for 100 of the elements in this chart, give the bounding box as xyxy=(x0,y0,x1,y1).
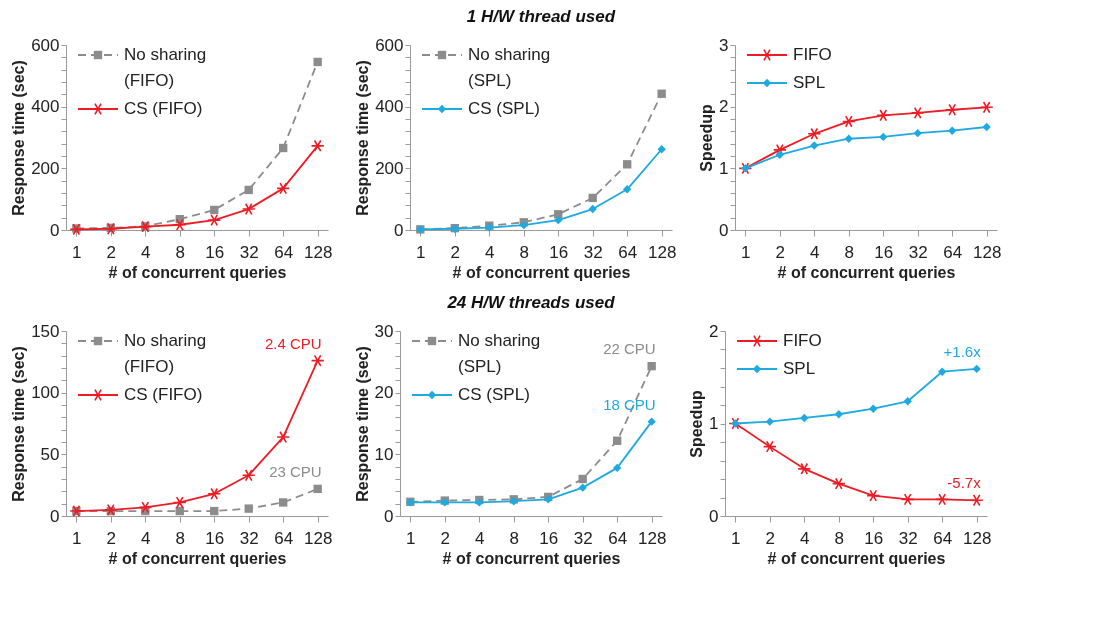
x-axis-title: # of concurrent queries xyxy=(777,263,956,281)
x-tick-label: 16 xyxy=(205,242,225,262)
legend-label: CS (SPL) xyxy=(458,385,530,404)
x-tick-label: 4 xyxy=(485,242,495,262)
legend-label: No sharing (FIFO) xyxy=(124,331,207,376)
y-tick-label: 1 xyxy=(719,158,729,178)
x-tick-label: 1 xyxy=(416,242,426,262)
y-tick-label: 150 xyxy=(31,321,60,341)
x-tick-label: 32 xyxy=(583,242,603,262)
y-tick-label: 0 xyxy=(719,220,729,240)
y-axis-title: Speedup xyxy=(698,103,716,172)
x-tick-label: 128 xyxy=(303,528,333,548)
x-tick-label: 2 xyxy=(775,242,786,262)
y-tick-label: 400 xyxy=(375,97,404,117)
x-tick-label: 64 xyxy=(943,242,963,262)
x-tick-label: 32 xyxy=(573,528,593,548)
x-tick-label: 1 xyxy=(741,242,751,262)
x-tick-label: 128 xyxy=(972,242,1002,262)
legend-label: FIFO xyxy=(793,45,832,64)
x-tick-label: 2 xyxy=(765,528,776,548)
y-tick-label: 10 xyxy=(374,444,394,464)
y-tick-label: 400 xyxy=(31,97,60,117)
x-tick-label: 64 xyxy=(608,528,628,548)
x-tick-label: 64 xyxy=(933,528,953,548)
x-tick-label: 4 xyxy=(810,242,820,262)
y-axis-title: Response time (sec) xyxy=(353,346,371,502)
x-tick-label: 1 xyxy=(72,242,82,262)
legend-label: CS (SPL) xyxy=(468,99,540,118)
annotation: 23 CPU xyxy=(269,462,322,480)
x-tick-label: 64 xyxy=(618,242,638,262)
y-tick-label: 0 xyxy=(394,220,404,240)
x-tick-label: 8 xyxy=(175,242,185,262)
annotation: 18 CPU xyxy=(603,395,656,413)
legend-label: No sharing (FIFO) xyxy=(124,45,207,90)
annotation: 2.4 CPU xyxy=(264,334,322,352)
chart-title: 24 H/W threads used xyxy=(446,293,616,312)
y-tick-label: 1 xyxy=(709,414,719,433)
y-tick-label: 50 xyxy=(40,444,60,464)
x-tick-label: 8 xyxy=(834,528,844,548)
x-tick-label: 2 xyxy=(106,528,117,548)
annotation: 22 CPU xyxy=(603,340,656,358)
x-tick-label: 2 xyxy=(440,528,451,548)
x-tick-label: 128 xyxy=(962,528,992,548)
y-tick-label: 0 xyxy=(50,506,60,526)
chart-title: 1 H/W thread used xyxy=(466,7,616,26)
x-tick-label: 64 xyxy=(274,242,294,262)
legend-label: No sharing (SPL) xyxy=(458,331,541,376)
x-axis-title: # of concurrent queries xyxy=(108,263,287,281)
y-tick-label: 0 xyxy=(50,220,60,240)
y-tick-label: 20 xyxy=(374,383,394,403)
y-axis-title: Response time (sec) xyxy=(10,346,28,502)
x-tick-label: 16 xyxy=(205,528,225,548)
annotation: -5.7x xyxy=(947,474,982,492)
x-tick-label: 16 xyxy=(874,242,894,262)
legend-label: SPL xyxy=(783,359,816,378)
x-axis-title: # of concurrent queries xyxy=(767,549,946,567)
legend-label: CS (FIFO) xyxy=(124,385,203,404)
y-tick-label: 0 xyxy=(384,506,394,526)
legend-label: No sharing (SPL) xyxy=(468,45,551,90)
x-tick-label: 4 xyxy=(800,528,810,548)
x-tick-label: 8 xyxy=(175,528,185,548)
legend-label: SPL xyxy=(793,73,826,92)
x-tick-label: 32 xyxy=(908,242,928,262)
x-tick-label: 4 xyxy=(141,528,151,548)
y-tick-label: 3 xyxy=(719,35,729,55)
y-tick-label: 200 xyxy=(375,158,404,178)
x-axis-title: # of concurrent queries xyxy=(442,549,621,567)
x-tick-label: 16 xyxy=(539,528,559,548)
x-tick-label: 32 xyxy=(239,242,259,262)
x-tick-label: 8 xyxy=(844,242,854,262)
x-tick-label: 8 xyxy=(519,242,529,262)
y-tick-label: 30 xyxy=(374,321,394,341)
y-tick-label: 600 xyxy=(375,35,404,55)
x-axis-title: # of concurrent queries xyxy=(452,263,631,281)
x-tick-label: 32 xyxy=(239,528,259,548)
x-tick-label: 128 xyxy=(637,528,667,548)
y-tick-label: 200 xyxy=(31,158,60,178)
x-tick-label: 16 xyxy=(864,528,884,548)
x-tick-label: 32 xyxy=(898,528,918,548)
x-tick-label: 64 xyxy=(274,528,294,548)
y-tick-label: 0 xyxy=(709,506,719,526)
x-axis-title: # of concurrent queries xyxy=(108,549,287,567)
x-tick-label: 2 xyxy=(450,242,461,262)
x-tick-label: 2 xyxy=(106,242,117,262)
legend-label: FIFO xyxy=(783,331,822,350)
y-tick-label: 600 xyxy=(31,35,60,55)
x-tick-label: 128 xyxy=(647,242,677,262)
y-axis-title: Response time (sec) xyxy=(10,60,28,216)
y-tick-label: 100 xyxy=(31,383,60,403)
x-tick-label: 16 xyxy=(549,242,569,262)
x-tick-label: 4 xyxy=(141,242,151,262)
x-tick-label: 4 xyxy=(475,528,485,548)
x-tick-label: 128 xyxy=(303,242,333,262)
x-tick-label: 1 xyxy=(72,528,82,548)
x-tick-label: 8 xyxy=(509,528,519,548)
annotation: +1.6x xyxy=(943,342,982,360)
legend-label: CS (FIFO) xyxy=(124,99,203,118)
y-tick-label: 2 xyxy=(719,97,729,117)
y-axis-title: Response time (sec) xyxy=(354,60,372,216)
y-axis-title: Speedup xyxy=(688,389,706,458)
